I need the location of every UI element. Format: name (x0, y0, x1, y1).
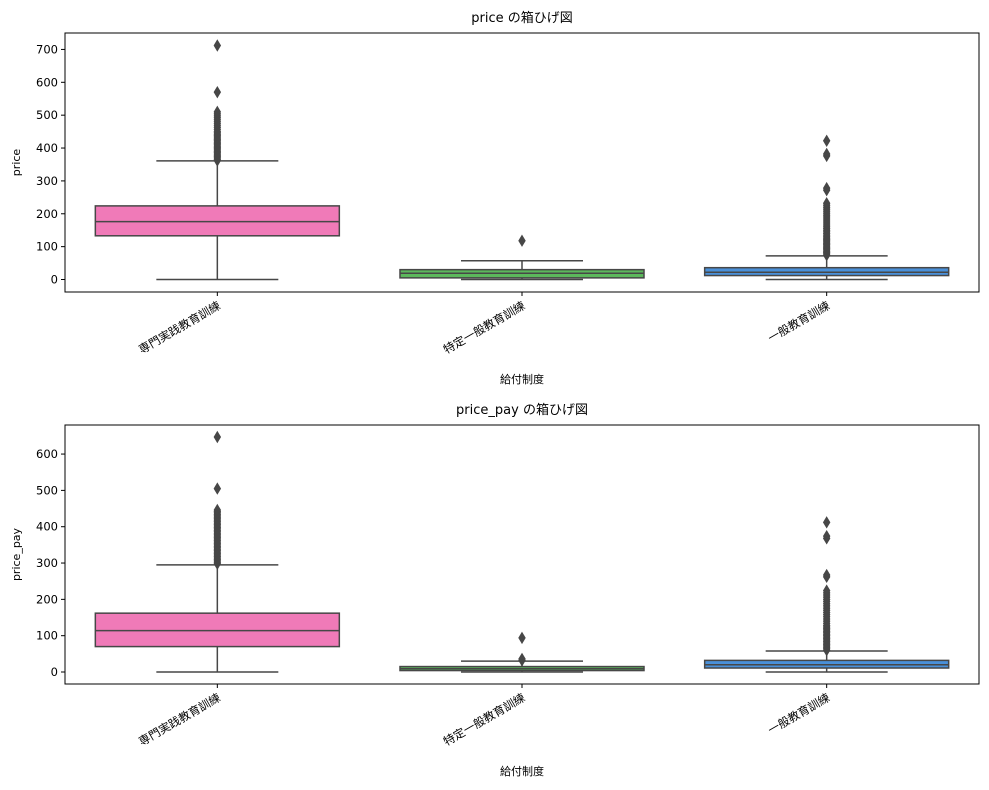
y-tick-label: 500 (36, 108, 58, 122)
y-tick-label: 300 (36, 556, 58, 570)
y-tick-label: 200 (36, 207, 58, 221)
y-tick-label: 300 (36, 174, 58, 188)
y-axis-label: price_pay (10, 527, 23, 581)
x-tick-label: 一般教育訓練 (765, 690, 832, 737)
outlier-point (822, 181, 831, 195)
x-tick-label: 特定一般教育訓練 (441, 298, 528, 356)
y-tick-label: 100 (36, 629, 58, 643)
y-tick-label: 0 (51, 273, 58, 287)
y-tick-label: 600 (36, 447, 58, 461)
outlier-point (822, 568, 831, 582)
outlier-point (822, 529, 831, 543)
x-axis-label: 給付制度 (500, 764, 544, 778)
x-axis-label: 給付制度 (500, 372, 544, 386)
outlier-point (822, 134, 831, 148)
y-tick-label: 400 (36, 520, 58, 534)
y-tick-label: 700 (36, 42, 58, 56)
plot-frame (64, 424, 980, 685)
y-tick-label: 400 (36, 141, 58, 155)
box-1 (94, 205, 341, 237)
chart-panel-2: price_pay の箱ひげ図 price_pay 給付制度 0 100 200 300 40… (10, 402, 980, 778)
outlier-point (213, 39, 222, 52)
y-tick-label: 100 (36, 240, 58, 254)
plot-frame (64, 32, 980, 293)
y-tick-label: 500 (36, 483, 58, 497)
outlier-point (213, 503, 222, 517)
y-tick-label: 0 (51, 665, 58, 679)
chart-title: price の箱ひげ図 (471, 10, 573, 26)
y-axis-label: price (10, 149, 23, 177)
outlier-point (213, 85, 222, 99)
y-tick-label: 200 (36, 592, 58, 606)
chart-title: price_pay の箱ひげ図 (456, 402, 588, 418)
x-tick-label: 一般教育訓練 (765, 298, 832, 345)
x-tick-label: 専門実践教育訓練 (136, 298, 223, 356)
outlier-point (213, 482, 222, 495)
outlier-point (518, 631, 526, 645)
x-tick-label: 特定一般教育訓練 (441, 690, 528, 748)
outlier-point (822, 147, 831, 161)
outlier-point (213, 430, 222, 444)
outlier-point (518, 234, 526, 247)
y-tick-label: 600 (36, 75, 58, 89)
outlier-point (518, 652, 526, 666)
chart-panel-1: price の箱ひげ図 price 給付制度 0 100 200 300 400 500 600 7… (10, 10, 980, 386)
x-tick-label: 専門実践教育訓練 (136, 690, 223, 748)
outlier-point (822, 516, 831, 529)
outlier-point (822, 584, 831, 597)
outlier-point (822, 197, 831, 210)
outlier-point (213, 105, 222, 119)
